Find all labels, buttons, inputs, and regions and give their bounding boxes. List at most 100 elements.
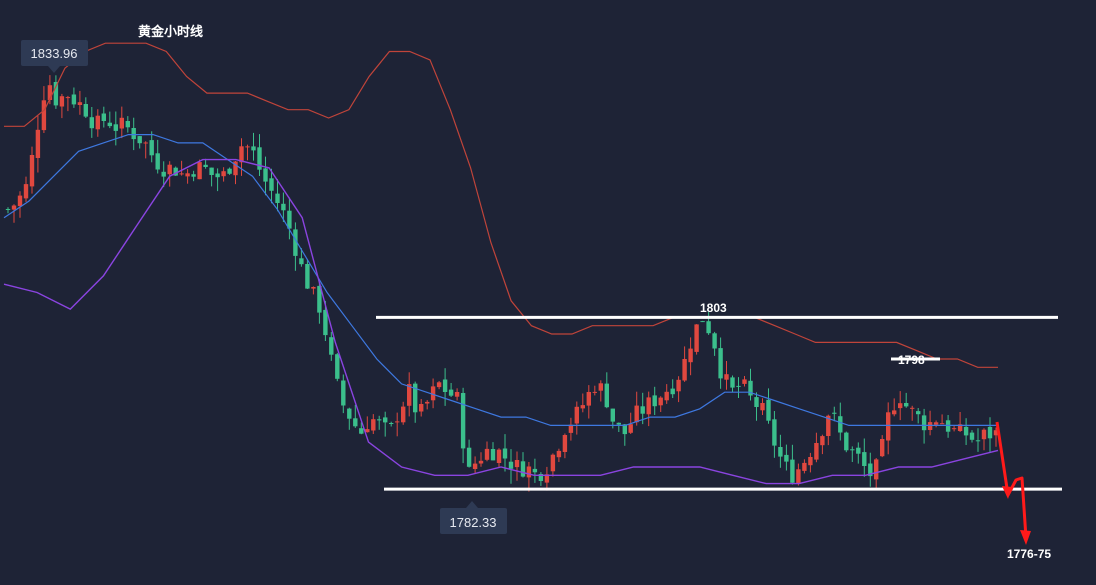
candle-body [496, 449, 502, 463]
candle-body [616, 422, 621, 425]
candle-body [131, 128, 136, 140]
candle-body [520, 461, 526, 477]
candle-body [155, 153, 160, 170]
candle-body [574, 406, 579, 424]
candle-body [365, 429, 370, 433]
candle-body [844, 432, 849, 451]
candle-body [191, 174, 196, 177]
candle-body [490, 449, 496, 461]
candle-body [706, 321, 711, 334]
candle-body [610, 408, 615, 422]
candle-body [568, 424, 574, 433]
candle-body [927, 422, 933, 430]
candle-body [5, 209, 11, 210]
candle-body [760, 403, 765, 411]
svg-text:1833.96: 1833.96 [31, 46, 78, 61]
candle-body [23, 184, 29, 199]
candle-body [305, 264, 310, 289]
candle-body [880, 439, 885, 457]
candle-body [65, 97, 71, 99]
candle-body [275, 193, 280, 203]
candle-body [957, 424, 963, 431]
candle-body [29, 155, 35, 187]
candle-body [826, 415, 831, 436]
candle-body [323, 309, 328, 336]
candle-body [359, 428, 364, 434]
candle-body [11, 205, 17, 210]
candle-body [83, 104, 88, 117]
candle-body [353, 418, 358, 427]
candle-body [425, 401, 430, 404]
pivot-label: 1798 [898, 353, 925, 367]
candle-body [664, 391, 669, 401]
candle-body [981, 429, 987, 440]
candle-body [628, 424, 633, 433]
candle-body [586, 392, 591, 406]
candle-body [784, 454, 789, 462]
candle-body [59, 96, 65, 107]
candle-body [592, 391, 597, 393]
candle-body [598, 383, 603, 391]
candle-body [886, 412, 891, 441]
candle-body [35, 129, 41, 158]
candle-body [197, 162, 202, 180]
candle-body [778, 447, 783, 457]
candle-body [401, 406, 406, 423]
candle-body [281, 203, 286, 211]
candle-body [802, 462, 807, 471]
candle-body [442, 379, 448, 392]
candle-body [658, 397, 663, 406]
candle-body [329, 337, 334, 355]
candle-body [748, 380, 753, 396]
candle-body [227, 168, 232, 174]
candle-body [269, 178, 274, 191]
candle-body [939, 423, 945, 425]
candle-body [640, 406, 645, 414]
svg-text:1782.33: 1782.33 [450, 515, 497, 530]
candle-body [137, 136, 142, 144]
candle-body [700, 321, 705, 323]
candle-body [221, 171, 226, 177]
candle-body [95, 115, 100, 130]
candle-body [149, 140, 154, 156]
candle-body [910, 407, 915, 409]
candle-body [478, 460, 484, 464]
candle-body [263, 168, 268, 182]
candle-body [389, 423, 394, 424]
candle-body [969, 432, 975, 440]
low-price-tag: 1782.33 [440, 501, 507, 534]
candle-body [766, 399, 771, 421]
candle-body [712, 333, 717, 349]
candle-body [538, 474, 544, 481]
candle-body [167, 164, 172, 175]
candle-body [652, 395, 657, 407]
candle-body [466, 447, 472, 467]
candle-body [17, 195, 23, 207]
candle-body [125, 121, 130, 128]
candle-body [257, 147, 262, 170]
candle-body [395, 421, 400, 423]
candle-body [430, 386, 436, 401]
chart-title: 黄金小时线 [138, 24, 203, 39]
target-label: 1776-75 [1007, 547, 1051, 561]
candle-body [868, 463, 873, 477]
candle-body [724, 374, 729, 380]
candle-body [293, 229, 298, 256]
candle-body [987, 426, 993, 439]
projection-arrow [995, 421, 1031, 545]
candle-body [209, 167, 214, 175]
candle-body [407, 384, 412, 406]
candle-body [550, 454, 556, 472]
bollinger-upper-band [4, 42, 998, 368]
candle-body [179, 173, 184, 175]
candle-body [377, 419, 382, 421]
candle-body [454, 392, 460, 397]
candle-body [245, 146, 250, 148]
candle-body [173, 167, 178, 176]
candle-body [143, 142, 148, 144]
bollinger-lower-band [3, 158, 999, 485]
candle-body [933, 422, 939, 425]
candle-body [185, 173, 190, 177]
candle-body [371, 419, 376, 431]
candle-body [335, 354, 340, 379]
